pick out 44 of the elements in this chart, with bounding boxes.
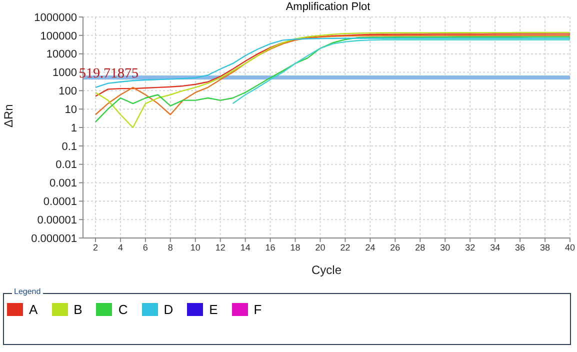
x-tick-label: 8	[168, 242, 173, 252]
legend-label: D	[164, 302, 174, 317]
legend-label: B	[74, 302, 82, 317]
x-tick-label: 6	[142, 242, 148, 252]
x-tick-label: 38	[540, 242, 550, 252]
legend-label: E	[209, 302, 218, 317]
y-tick-label: 0.000001	[31, 232, 77, 245]
y-axis-title: ΔRn	[1, 104, 16, 128]
x-tick-label: 2	[92, 242, 98, 252]
legend-label: F	[254, 302, 262, 317]
x-tick-label: 20	[315, 242, 326, 252]
y-tick-label: 100000	[40, 30, 77, 42]
x-tick-label: 30	[440, 242, 450, 252]
y-tick-label: 0.001	[49, 178, 77, 190]
x-tick-label: 4	[118, 242, 123, 252]
x-tick-label: 10	[190, 242, 200, 252]
y-tick-label: 0.0001	[43, 196, 77, 208]
x-tick-label: 32	[465, 242, 476, 252]
x-tick-label: 34	[490, 242, 500, 252]
x-tick-label: 18	[290, 242, 300, 252]
y-tick-label: 0.1	[62, 140, 77, 153]
x-tick-label: 12	[215, 242, 226, 252]
y-tick-label: 1	[70, 122, 77, 134]
y-tick-label: 100	[58, 86, 77, 98]
y-tick-label: 10	[64, 104, 77, 116]
x-tick-label: 40	[564, 242, 576, 252]
chart-title: Amplification Plot	[284, 1, 372, 13]
legend-title: Legend	[12, 287, 43, 296]
legend-label: C	[118, 302, 128, 317]
y-tick-label: 0.01	[56, 159, 77, 172]
x-tick-label: 28	[415, 242, 426, 252]
x-tick-label: 14	[240, 242, 250, 252]
y-tick-label: 10000	[46, 48, 77, 61]
y-tick-label: 0.00001	[37, 214, 77, 226]
x-tick-label: 24	[365, 242, 376, 252]
x-axis-title: Cycle	[311, 263, 342, 277]
x-tick-label: 36	[515, 242, 526, 252]
legend-label: A	[29, 302, 38, 317]
y-tick-label: 1000000	[34, 12, 77, 24]
x-tick-label: 16	[265, 242, 276, 252]
ref-line-label: 519.71875	[79, 66, 138, 82]
x-tick-label: 26	[390, 242, 400, 252]
y-tick-label: 1000	[52, 67, 77, 80]
x-tick-label: 22	[340, 242, 350, 252]
